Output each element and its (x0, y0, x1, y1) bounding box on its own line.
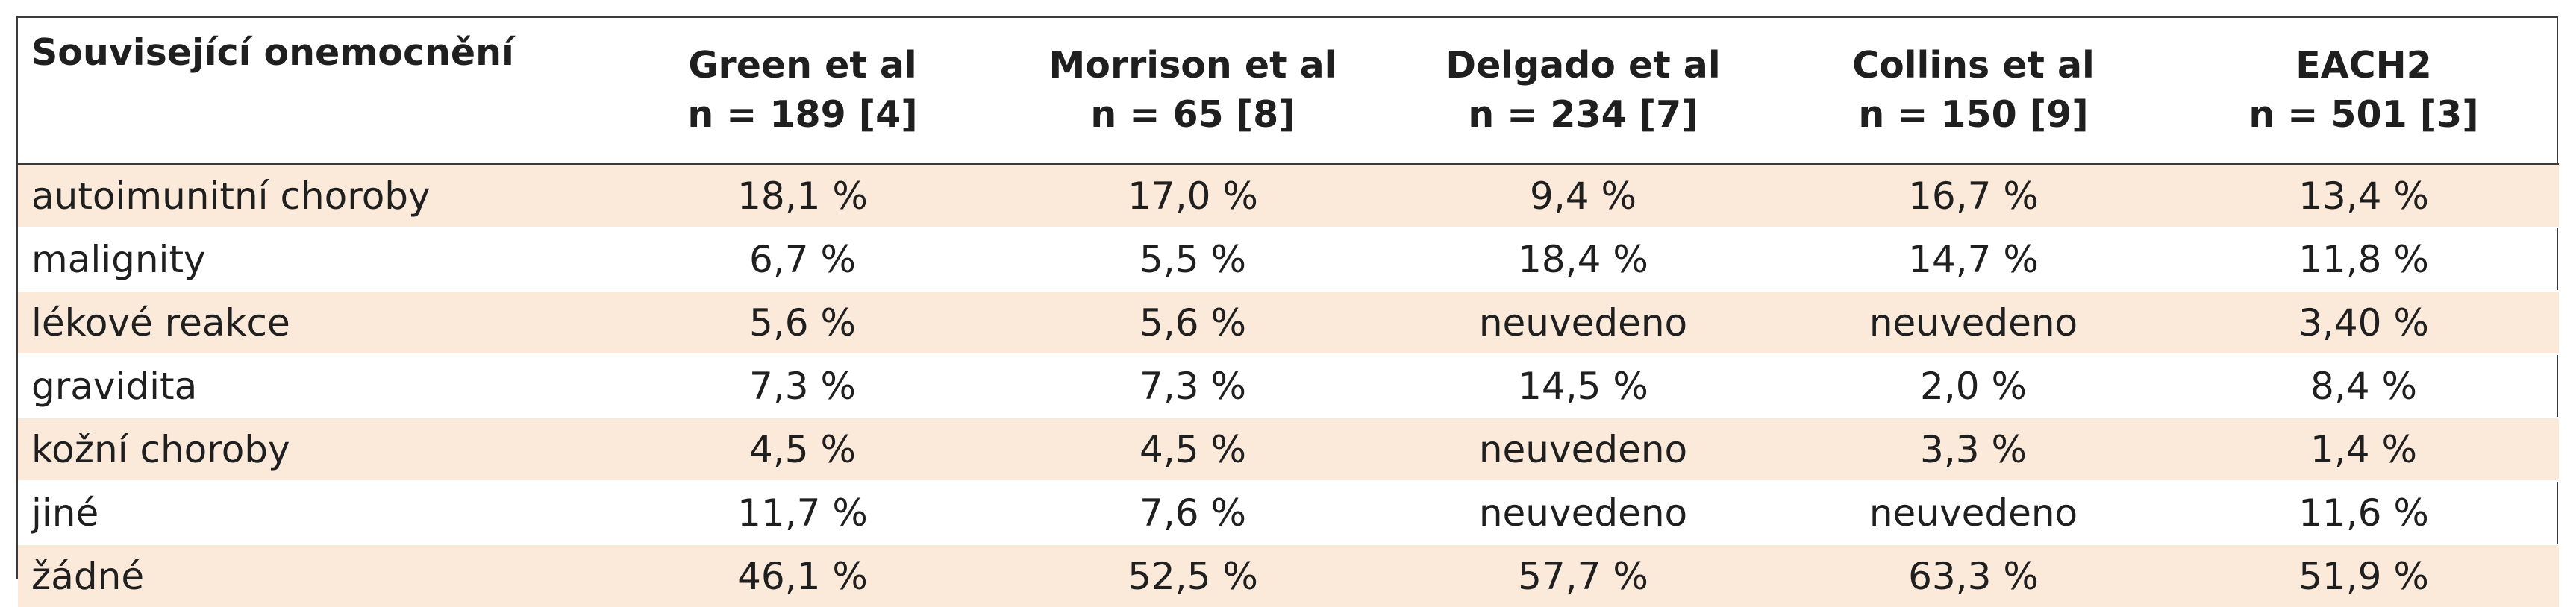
table-row: gravidita 7,3 % 7,3 % 14,5 % 2,0 % 8,4 % (18, 354, 2559, 418)
table-cell: 11,8 % (2169, 227, 2559, 291)
table-cell: 52,5 % (998, 544, 1388, 607)
header-each2: EACH2 n = 501 [3] (2169, 18, 2559, 164)
table-cell: 4,5 % (607, 418, 998, 481)
table-frame: Související onemocnění Green et al n = 1… (16, 16, 2558, 579)
table-cell: 13,4 % (2169, 164, 2559, 228)
table-header: Související onemocnění Green et al n = 1… (18, 18, 2559, 164)
table-cell: neuvedeno (1778, 291, 2169, 354)
row-label: kožní choroby (18, 418, 607, 481)
header-each2-name: EACH2 (2169, 41, 2559, 90)
table-cell: 14,5 % (1388, 354, 1778, 418)
header-morrison: Morrison et al n = 65 [8] (998, 18, 1388, 164)
table-cell: 57,7 % (1388, 544, 1778, 607)
row-label: malignity (18, 227, 607, 291)
header-delgado-name: Delgado et al (1388, 41, 1778, 90)
row-label: autoimunitní choroby (18, 164, 607, 228)
header-collins: Collins et al n = 150 [9] (1778, 18, 2169, 164)
table-row: jiné 11,7 % 7,6 % neuvedeno neuvedeno 11… (18, 481, 2559, 544)
table-cell: 46,1 % (607, 544, 998, 607)
header-collins-name: Collins et al (1778, 41, 2169, 90)
table-cell: 17,0 % (998, 164, 1388, 228)
header-morrison-name: Morrison et al (998, 41, 1388, 90)
table-row: autoimunitní choroby 18,1 % 17,0 % 9,4 %… (18, 164, 2559, 228)
table-cell: 7,6 % (998, 481, 1388, 544)
table-cell: 5,6 % (998, 291, 1388, 354)
comorbidity-table: Související onemocnění Green et al n = 1… (18, 18, 2559, 607)
table-cell: 7,3 % (998, 354, 1388, 418)
header-delgado-n: n = 234 [7] (1388, 90, 1778, 139)
header-collins-n: n = 150 [9] (1778, 90, 2169, 139)
row-label: gravidita (18, 354, 607, 418)
row-label: lékové reakce (18, 291, 607, 354)
table-cell: neuvedeno (1388, 418, 1778, 481)
table-cell: 1,4 % (2169, 418, 2559, 481)
table-cell: neuvedeno (1388, 481, 1778, 544)
table-cell: 63,3 % (1778, 544, 2169, 607)
table-row: žádné 46,1 % 52,5 % 57,7 % 63,3 % 51,9 % (18, 544, 2559, 607)
header-morrison-n: n = 65 [8] (998, 90, 1388, 139)
table-cell: 3,3 % (1778, 418, 2169, 481)
table-cell: 18,1 % (607, 164, 998, 228)
table-cell: 5,6 % (607, 291, 998, 354)
header-delgado: Delgado et al n = 234 [7] (1388, 18, 1778, 164)
table-cell: 8,4 % (2169, 354, 2559, 418)
row-label: jiné (18, 481, 607, 544)
table-cell: 16,7 % (1778, 164, 2169, 228)
row-label: žádné (18, 544, 607, 607)
table-cell: 5,5 % (998, 227, 1388, 291)
table-cell: neuvedeno (1778, 481, 2169, 544)
header-associated-disease: Související onemocnění (18, 18, 607, 164)
table-cell: 11,6 % (2169, 481, 2559, 544)
header-green-name: Green et al (607, 41, 998, 90)
header-green-n: n = 189 [4] (607, 90, 998, 139)
header-green: Green et al n = 189 [4] (607, 18, 998, 164)
table-cell: 14,7 % (1778, 227, 2169, 291)
table-body: autoimunitní choroby 18,1 % 17,0 % 9,4 %… (18, 164, 2559, 607)
table-cell: 9,4 % (1388, 164, 1778, 228)
table-row: malignity 6,7 % 5,5 % 18,4 % 14,7 % 11,8… (18, 227, 2559, 291)
table-row: kožní choroby 4,5 % 4,5 % neuvedeno 3,3 … (18, 418, 2559, 481)
table-cell: neuvedeno (1388, 291, 1778, 354)
table-row: lékové reakce 5,6 % 5,6 % neuvedeno neuv… (18, 291, 2559, 354)
header-each2-n: n = 501 [3] (2169, 90, 2559, 139)
table-cell: 4,5 % (998, 418, 1388, 481)
table-cell: 51,9 % (2169, 544, 2559, 607)
table-cell: 7,3 % (607, 354, 998, 418)
table-cell: 2,0 % (1778, 354, 2169, 418)
table-cell: 3,40 % (2169, 291, 2559, 354)
table-cell: 11,7 % (607, 481, 998, 544)
table-cell: 18,4 % (1388, 227, 1778, 291)
table-cell: 6,7 % (607, 227, 998, 291)
